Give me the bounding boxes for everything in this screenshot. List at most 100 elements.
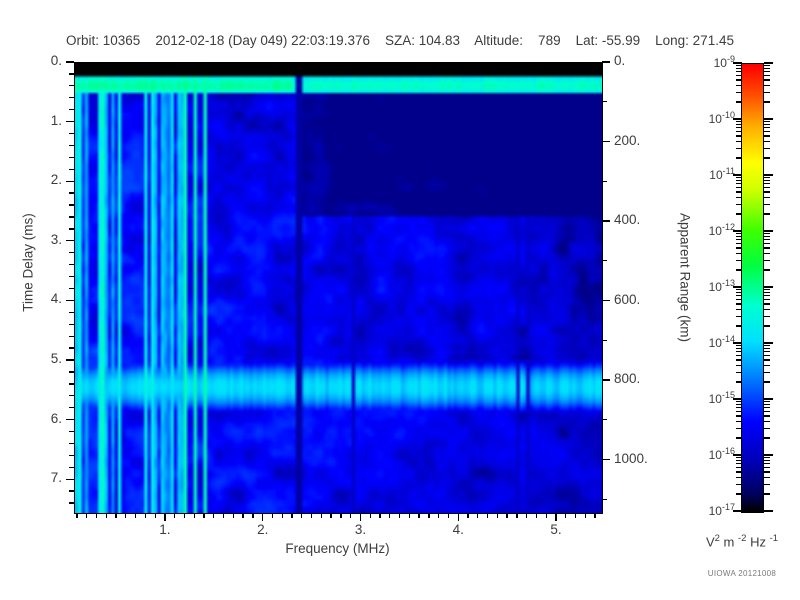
axis-tick	[69, 395, 74, 397]
y-axis-left-tick-label: 7.	[50, 470, 62, 486]
axis-tick	[69, 73, 74, 75]
axis-tick	[213, 513, 215, 518]
axis-tick	[232, 513, 235, 518]
colorbar-unit-label: V2 m -2 Hz -1	[684, 533, 800, 549]
axis-tick	[535, 513, 538, 518]
axis-tick	[66, 478, 74, 480]
axis-tick	[447, 513, 450, 518]
colorbar-tick-label: 10-12	[690, 222, 735, 238]
axis-tick	[69, 383, 74, 385]
axis-tick	[115, 513, 117, 518]
colorbar-minor-tick	[764, 347, 770, 350]
colorbar-minor-tick-left	[736, 196, 742, 198]
axis-tick	[369, 513, 371, 518]
axis-tick	[69, 407, 74, 409]
colorbar-minor-tick	[764, 157, 770, 159]
colorbar-tick	[764, 342, 773, 344]
axis-tick	[164, 513, 166, 521]
axis-tick	[602, 220, 610, 222]
colorbar-tick-left	[733, 118, 742, 120]
colorbar-minor-tick-left	[736, 407, 742, 409]
colorbar-tick-label: 10-14	[690, 334, 735, 350]
axis-tick	[555, 513, 557, 521]
axis-tick	[69, 168, 74, 170]
colorbar-tick-label: 10-11	[690, 166, 735, 182]
colorbar-minor-tick	[764, 135, 770, 137]
colorbar-minor-tick	[764, 466, 770, 469]
axis-tick	[193, 513, 195, 518]
colorbar-minor-tick	[764, 288, 770, 291]
colorbar-minor-tick	[764, 84, 770, 86]
colorbar-minor-tick-left	[736, 371, 742, 373]
colorbar-tick	[764, 510, 773, 512]
colorbar-minor-tick-left	[736, 483, 742, 485]
axis-tick	[183, 513, 186, 518]
colorbar-minor-tick	[764, 463, 770, 465]
axis-tick	[408, 513, 410, 518]
axis-tick	[301, 513, 303, 518]
colorbar-minor-tick	[764, 364, 770, 366]
axis-tick	[69, 85, 74, 87]
colorbar-minor-tick-left	[736, 381, 742, 383]
colorbar-minor-tick-left	[736, 123, 742, 126]
colorbar-minor-tick	[764, 400, 770, 403]
axis-tick	[66, 180, 74, 182]
colorbar-minor-tick-left	[736, 303, 742, 305]
colorbar-minor-tick-left	[736, 74, 742, 77]
colorbar-minor-tick	[764, 252, 770, 254]
colorbar-minor-tick	[764, 71, 770, 73]
unit-hz-exp: -1	[769, 533, 779, 544]
axis-tick	[379, 513, 381, 518]
colorbar-tick-mantissa: 10	[709, 168, 723, 182]
colorbar-minor-tick	[764, 476, 770, 478]
colorbar-tick-label: 10-15	[690, 390, 735, 406]
y-axis-left-tick-label: 4.	[50, 291, 62, 307]
colorbar-minor-tick	[764, 308, 770, 310]
colorbar-minor-tick	[764, 196, 770, 198]
colorbar-minor-tick-left	[736, 186, 742, 189]
colorbar-minor-tick	[764, 344, 770, 347]
colorbar-minor-tick	[764, 471, 770, 473]
axis-tick	[69, 442, 74, 445]
colorbar-minor-tick	[764, 291, 770, 294]
colorbar-minor-tick	[764, 147, 770, 149]
colorbar-tick-left	[733, 510, 742, 512]
colorbar-minor-tick	[764, 203, 770, 205]
colorbar-tick-label: 10-9	[690, 54, 735, 70]
x-axis-tick-label: 3.	[354, 522, 367, 537]
colorbar-minor-tick	[764, 415, 770, 417]
colorbar-minor-tick-left	[736, 427, 742, 429]
colorbar-minor-tick	[764, 403, 770, 406]
axis-tick	[574, 513, 577, 518]
colorbar-tick	[764, 286, 773, 288]
colorbar-tick-mantissa: 10	[708, 224, 722, 238]
unit-v: V	[705, 534, 715, 550]
axis-tick	[291, 513, 293, 518]
ionogram-plot-area	[74, 62, 603, 514]
credit-watermark: UIOWA 20121008	[707, 569, 777, 578]
axis-tick	[66, 299, 74, 302]
axis-tick	[330, 513, 332, 518]
axis-tick	[69, 156, 74, 158]
colorbar-minor-tick	[764, 325, 770, 327]
colorbar-tick-exponent: -12	[721, 222, 735, 232]
colorbar-tick-mantissa: 10	[708, 448, 722, 462]
colorbar-minor-tick	[764, 123, 770, 126]
colorbar-minor-tick	[764, 269, 770, 271]
axis-tick	[69, 252, 74, 254]
colorbar-minor-tick	[764, 232, 770, 235]
y-axis-right-tick-label: 1000.	[614, 450, 648, 466]
axis-tick	[105, 513, 107, 518]
colorbar-minor-tick	[764, 303, 770, 305]
colorbar-minor-tick	[764, 130, 770, 133]
axis-tick	[398, 513, 401, 518]
axis-tick	[602, 379, 610, 381]
colorbar-minor-tick-left	[736, 463, 742, 465]
colorbar-minor-tick	[764, 213, 770, 215]
colorbar-minor-tick	[764, 381, 770, 383]
colorbar-minor-tick-left	[736, 64, 742, 67]
colorbar-minor-tick-left	[736, 269, 742, 271]
axis-tick	[602, 140, 610, 143]
colorbar	[741, 63, 764, 513]
axis-tick	[428, 513, 430, 518]
